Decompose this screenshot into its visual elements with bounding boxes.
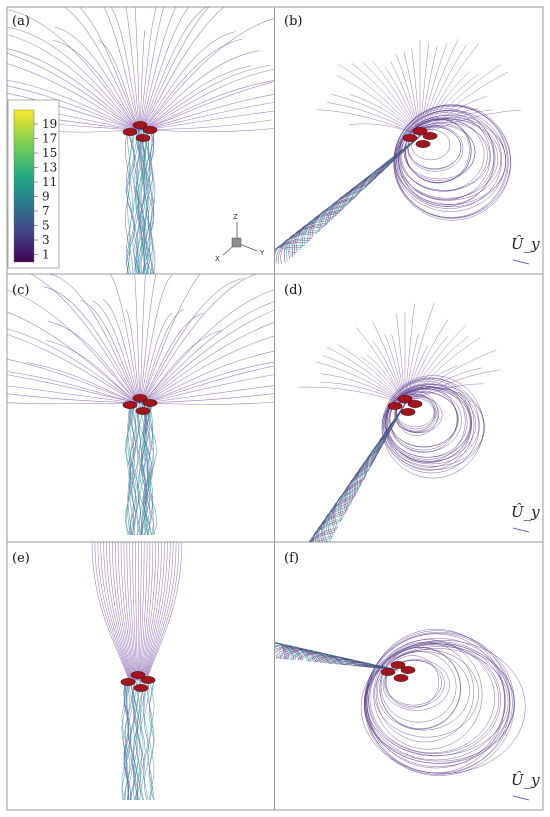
colorbar-tick-label: 19 — [42, 117, 57, 131]
axes-triad-cube — [231, 237, 242, 248]
panel-label-c: (c) — [12, 283, 29, 298]
uy-annotation-f: Û_y — [511, 771, 540, 789]
turbine-rotors — [387, 395, 423, 416]
colorbar-tick-label: 13 — [42, 161, 57, 175]
uy-arrows — [512, 259, 530, 801]
axis-x-label: X — [215, 255, 220, 263]
colorbar-tick-label: 17 — [42, 132, 57, 146]
turbine-rotors — [122, 394, 158, 415]
turbine-rotors — [122, 121, 158, 142]
axis-y-label: Y — [259, 249, 265, 257]
axes-triad: Z Y X — [215, 213, 265, 263]
panel-d-streamlines — [298, 302, 501, 542]
colorbar-gradient — [13, 109, 35, 263]
colorbar-tick-label: 7 — [42, 204, 50, 218]
colorbar-tick-label: 3 — [42, 233, 50, 247]
panel-e-streamlines — [91, 542, 183, 801]
panel-frames — [6, 6, 544, 811]
panel-label-d: (d) — [284, 283, 302, 298]
turbine-rotors — [402, 127, 438, 148]
colorbar-tick-label: 5 — [42, 219, 50, 233]
panel-f-streamlines — [275, 628, 526, 776]
panel-label-b: (b) — [284, 14, 302, 29]
panel-label-e: (e) — [12, 551, 30, 566]
panel-c-streamlines — [7, 274, 274, 536]
turbine-rotors — [120, 671, 156, 692]
colorbar-tick-label: 15 — [42, 146, 57, 160]
panel-b-streamlines — [275, 38, 521, 264]
uy-annotation-d: Û_y — [511, 503, 540, 521]
panel-label-a: (a) — [12, 14, 30, 29]
colorbar-tick-label: 1 — [42, 248, 50, 262]
colorbar-tick-label: 11 — [42, 175, 57, 189]
colorbar-tick-label: 9 — [42, 190, 50, 204]
panel-label-f: (f) — [284, 551, 299, 566]
axis-z-label: Z — [233, 213, 238, 221]
turbine-rotors — [380, 661, 416, 682]
uy-annotation-b: Û_y — [511, 235, 540, 253]
